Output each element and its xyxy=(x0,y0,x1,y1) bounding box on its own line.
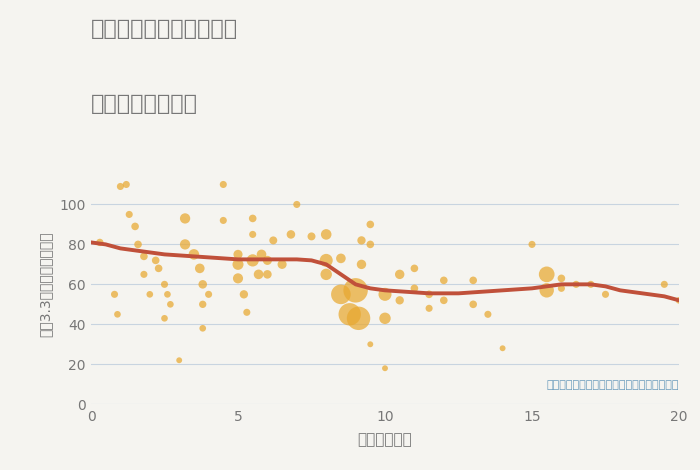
Point xyxy=(109,290,120,298)
Point xyxy=(247,231,258,238)
Point xyxy=(468,276,479,284)
Point xyxy=(179,241,190,248)
Point xyxy=(438,297,449,304)
Point xyxy=(218,181,229,188)
Point xyxy=(262,271,273,278)
Point xyxy=(144,290,155,298)
Point xyxy=(197,281,209,288)
Point xyxy=(232,274,244,282)
Point xyxy=(164,301,176,308)
Point xyxy=(468,301,479,308)
Point xyxy=(286,231,297,238)
Point xyxy=(232,251,244,258)
Point xyxy=(115,183,126,190)
Point xyxy=(356,260,367,268)
Point xyxy=(94,239,106,246)
Point xyxy=(112,311,123,318)
Point xyxy=(197,301,209,308)
Point xyxy=(174,356,185,364)
Point xyxy=(424,305,435,312)
Point xyxy=(247,257,258,264)
Point xyxy=(424,290,435,298)
Point xyxy=(153,265,164,272)
Point xyxy=(139,253,150,260)
Point xyxy=(409,284,420,292)
Point xyxy=(344,311,356,318)
Point xyxy=(124,211,135,218)
Point xyxy=(541,271,552,278)
Text: 駅距離別土地価格: 駅距離別土地価格 xyxy=(91,94,198,114)
Point xyxy=(232,260,244,268)
Text: 埼玉県川口市南鳩ヶ谷の: 埼玉県川口市南鳩ヶ谷の xyxy=(91,19,238,39)
Point xyxy=(120,181,132,188)
Point xyxy=(150,257,161,264)
Point xyxy=(306,233,317,240)
Point xyxy=(556,274,567,282)
Point xyxy=(179,215,190,222)
Point xyxy=(379,290,391,298)
Point xyxy=(267,237,279,244)
Point xyxy=(353,314,364,322)
Point xyxy=(394,297,405,304)
Point xyxy=(556,284,567,292)
X-axis label: 駅距離（分）: 駅距離（分） xyxy=(358,432,412,447)
Point xyxy=(482,311,493,318)
Point xyxy=(218,217,229,224)
Point xyxy=(247,215,258,222)
Text: 円の大きさは、取引のあった物件面積を示す: 円の大きさは、取引のあった物件面積を示す xyxy=(547,380,679,390)
Point xyxy=(350,287,361,294)
Point xyxy=(321,257,332,264)
Point xyxy=(238,290,249,298)
Point xyxy=(159,314,170,322)
Point xyxy=(162,290,173,298)
Point xyxy=(673,297,685,304)
Point xyxy=(256,251,267,258)
Y-axis label: 坪（3.3㎡）単価（万円）: 坪（3.3㎡）単価（万円） xyxy=(38,232,52,337)
Point xyxy=(132,241,144,248)
Point xyxy=(585,281,596,288)
Point xyxy=(130,223,141,230)
Point xyxy=(570,281,582,288)
Point xyxy=(365,241,376,248)
Point xyxy=(335,255,346,262)
Point xyxy=(159,281,170,288)
Point xyxy=(379,314,391,322)
Point xyxy=(188,251,199,258)
Point xyxy=(194,265,205,272)
Point xyxy=(321,271,332,278)
Point xyxy=(356,237,367,244)
Point xyxy=(253,271,264,278)
Point xyxy=(203,290,214,298)
Point xyxy=(262,257,273,264)
Point xyxy=(197,324,209,332)
Point xyxy=(276,260,288,268)
Point xyxy=(291,201,302,208)
Point xyxy=(335,290,346,298)
Point xyxy=(600,290,611,298)
Point xyxy=(365,221,376,228)
Point xyxy=(497,345,508,352)
Point xyxy=(365,340,376,348)
Point xyxy=(438,276,449,284)
Point xyxy=(139,271,150,278)
Point xyxy=(526,241,538,248)
Point xyxy=(541,287,552,294)
Point xyxy=(659,281,670,288)
Point xyxy=(394,271,405,278)
Point xyxy=(379,365,391,372)
Point xyxy=(241,308,253,316)
Point xyxy=(409,265,420,272)
Point xyxy=(321,231,332,238)
